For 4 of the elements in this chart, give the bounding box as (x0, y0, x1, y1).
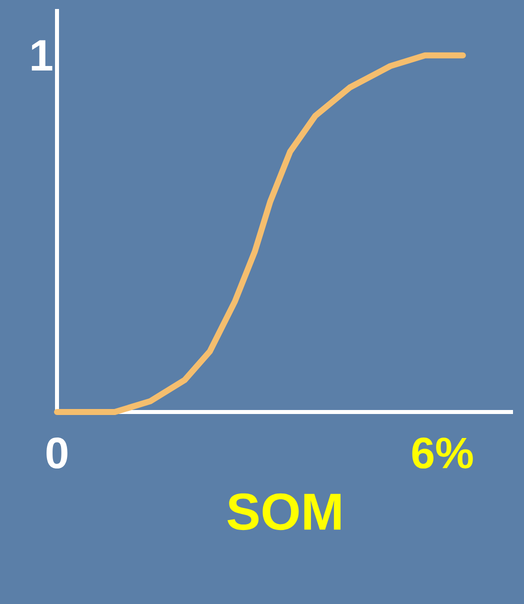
text: 1 (32, 40, 52, 70)
x-tick-label: 6% (412, 438, 473, 469)
x-axis-title: SOM (228, 493, 341, 530)
x-tick-label: 0 (46, 438, 68, 469)
